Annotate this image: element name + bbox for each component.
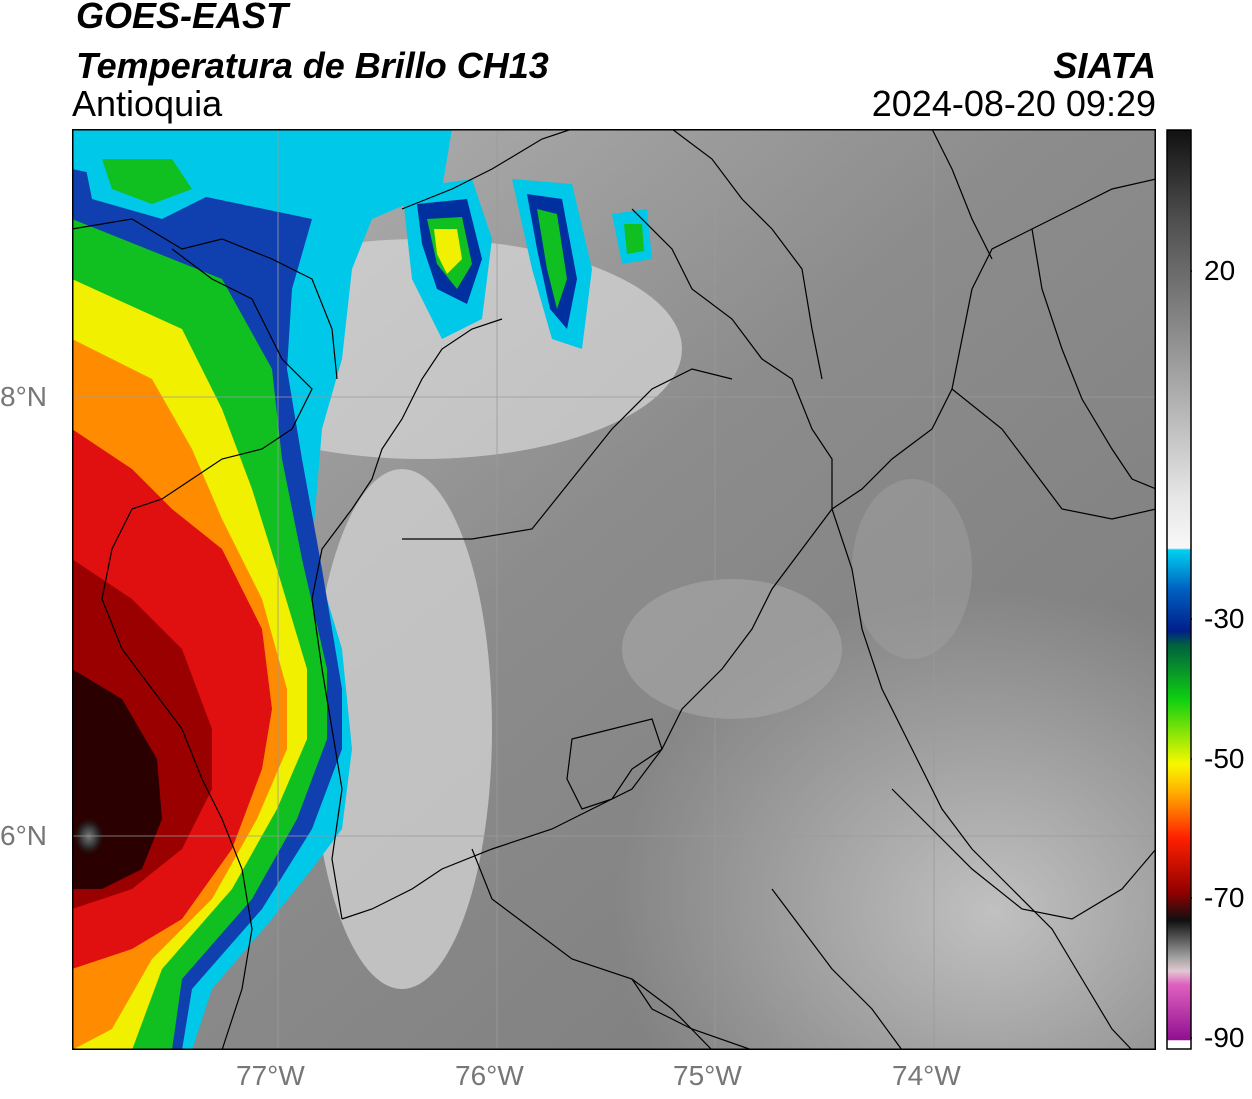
- coastline: [101, 248, 313, 1050]
- colorbar-tick-neg70: -70: [1204, 882, 1245, 913]
- bright-patch-center: [622, 579, 842, 719]
- colorbar-tick-neg30: -30: [1204, 603, 1245, 634]
- cold-core: [72, 709, 212, 879]
- graticule: [72, 129, 1156, 1050]
- bright-cloud-west: [312, 469, 492, 989]
- colorbar-tick-neg50: -50: [1204, 743, 1245, 774]
- map-panel: [72, 129, 1156, 1050]
- lon-tick-77w: 77°W: [236, 1060, 305, 1091]
- lat-tick-8n: 8°N: [0, 381, 47, 412]
- department-border-east: [831, 178, 1156, 510]
- lon-tick-75w: 75°W: [673, 1060, 742, 1091]
- department-border-west: [311, 318, 503, 920]
- border-east-lower: [951, 388, 1156, 520]
- colorbar: [1166, 129, 1192, 1050]
- satellite-title: GOES-EAST: [76, 0, 289, 36]
- colorbar-tick-20: 20: [1204, 255, 1236, 286]
- map-frame: [72, 129, 1156, 1050]
- lat-tick-6n: 6°N: [0, 820, 47, 851]
- antioquia-border: [341, 129, 833, 920]
- colorbar-tick-neg90: -90: [1204, 1022, 1245, 1053]
- department-border-north: [402, 368, 733, 540]
- source-label: SIATA: [1053, 45, 1156, 86]
- north-cells: [82, 149, 652, 349]
- border-southeast-inner: [891, 788, 1156, 920]
- department-border-south: [471, 848, 713, 1050]
- border-south-center: [631, 978, 753, 1050]
- lon-tick-74w: 74°W: [892, 1060, 961, 1091]
- product-title: Temperatura de Brillo CH13: [76, 45, 549, 86]
- datetime-label: 2024-08-20 09:29: [871, 83, 1156, 124]
- lon-tick-76w: 76°W: [455, 1060, 524, 1091]
- boundaries: [72, 129, 1156, 1050]
- municipality-outline: [566, 718, 663, 810]
- region-label: Antioquia: [72, 83, 223, 124]
- panama-border: [72, 218, 338, 380]
- border-east-right: [1031, 228, 1156, 490]
- border-south-right: [771, 888, 903, 1050]
- department-border-southeast: [831, 508, 1133, 1050]
- bright-patch-east: [852, 479, 972, 659]
- border-ne-far: [931, 129, 993, 260]
- border-northeast: [671, 129, 823, 380]
